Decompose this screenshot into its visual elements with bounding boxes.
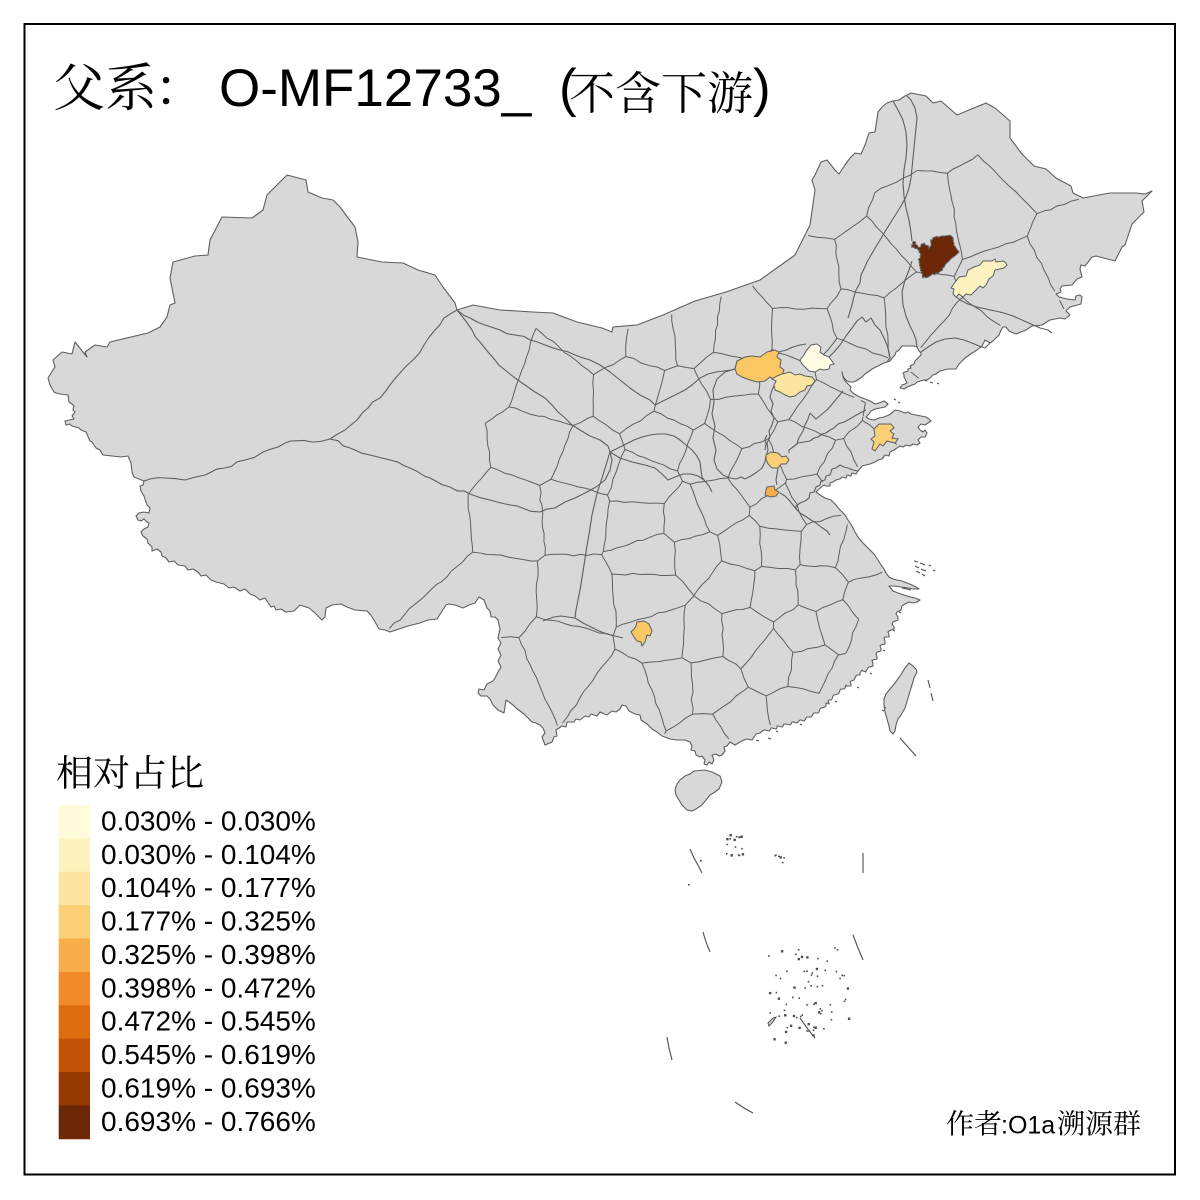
svg-text:0.693% - 0.766%: 0.693% - 0.766% — [101, 1106, 316, 1137]
svg-text:0.177% - 0.325%: 0.177% - 0.325% — [101, 906, 316, 937]
svg-text:0.030% - 0.104%: 0.030% - 0.104% — [101, 839, 316, 870]
svg-text:0.325% - 0.398%: 0.325% - 0.398% — [101, 939, 316, 970]
svg-text:0.545% - 0.619%: 0.545% - 0.619% — [101, 1039, 316, 1070]
svg-text:0.398% - 0.472%: 0.398% - 0.472% — [101, 972, 316, 1003]
svg-text:0.104% - 0.177%: 0.104% - 0.177% — [101, 872, 316, 903]
svg-text:(: ( — [559, 59, 577, 118]
svg-text:): ) — [753, 59, 771, 118]
svg-text:0.619% - 0.693%: 0.619% - 0.693% — [101, 1072, 316, 1103]
svg-text:0.472% - 0.545%: 0.472% - 0.545% — [101, 1006, 316, 1037]
svg-text::O1a: :O1a — [1001, 1112, 1055, 1140]
svg-text:0.030% - 0.030%: 0.030% - 0.030% — [101, 805, 316, 836]
svg-text:O-MF12733_: O-MF12733_ — [219, 59, 533, 118]
